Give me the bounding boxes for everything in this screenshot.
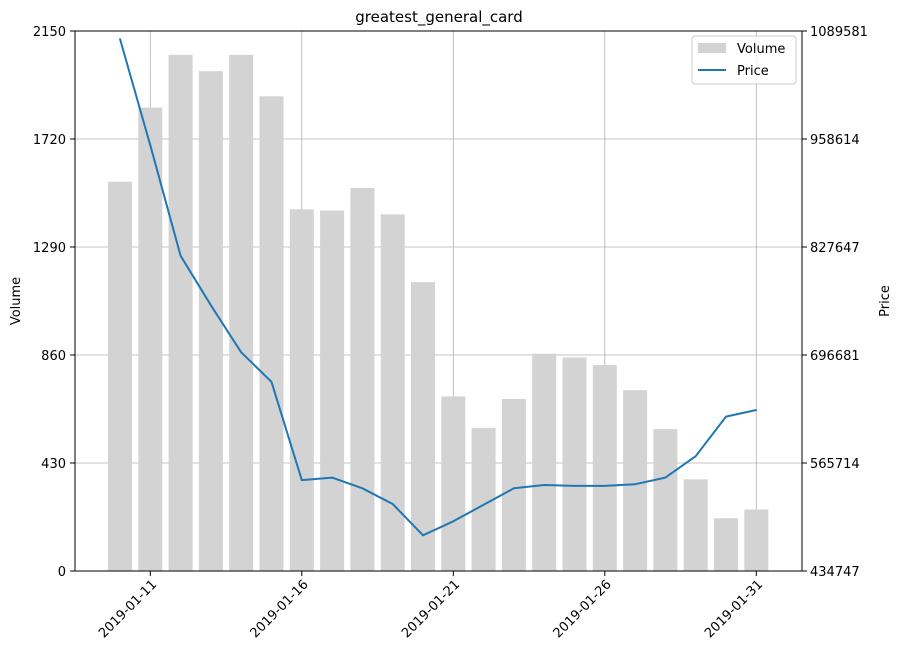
price-point: [149, 144, 152, 147]
price-line-layer: [119, 38, 758, 537]
volume-bar: [714, 518, 738, 571]
price-point: [422, 534, 424, 537]
price-point: [240, 351, 242, 354]
left-axis-title: Volume: [9, 277, 24, 325]
price-point: [573, 485, 576, 487]
volume-bar: [441, 396, 466, 571]
volume-bar: [653, 429, 678, 571]
right-axis-title: Price: [878, 285, 893, 317]
volume-bar: [320, 210, 345, 571]
volume-bar: [592, 365, 617, 571]
chart-title: greatest_general_card: [355, 8, 522, 27]
volume-bar: [623, 390, 648, 571]
right-tick-label: 434747: [810, 565, 860, 580]
price-point: [301, 479, 303, 481]
volume-bar: [229, 54, 254, 571]
volume-bar: [198, 71, 223, 572]
price-point: [664, 476, 667, 479]
price-point: [391, 503, 394, 505]
price-point: [331, 476, 333, 479]
price-point: [361, 487, 364, 490]
volume-bar: [501, 398, 526, 571]
right-tick-label: 565714: [810, 457, 860, 472]
volume-bar: [532, 353, 557, 571]
price-point: [482, 504, 485, 506]
right-tick-label: 1089581: [810, 25, 868, 40]
price-point: [210, 304, 212, 307]
volume-bar: [168, 54, 193, 571]
price-point: [694, 455, 697, 457]
left-tick-label: 1290: [33, 241, 66, 256]
price-point: [452, 520, 455, 523]
x-tick-label: 2019-01-31: [702, 577, 766, 641]
price-point: [634, 483, 636, 486]
legend-price-label: Price: [737, 64, 769, 79]
left-tick-label: 1720: [33, 133, 66, 148]
right-tick-label: 958614: [810, 133, 860, 148]
legend: Volume Price: [691, 35, 797, 85]
volume-bar: [108, 181, 132, 571]
right-axis: 434747 565714 696681 827647 958614 1089581: [802, 25, 868, 580]
volume-bar: [350, 187, 375, 571]
volume-bar: [411, 282, 435, 571]
x-tick-label: 2019-01-11: [96, 577, 160, 641]
left-tick-label: 430: [41, 457, 66, 472]
volume-bar: [259, 96, 284, 572]
x-tick-label: 2019-01-26: [551, 577, 615, 641]
volume-bars: [108, 54, 769, 572]
volume-bar: [744, 509, 769, 571]
left-tick-label: 860: [41, 349, 66, 364]
left-axis: 0 430 860 1290 1720 2150: [33, 25, 75, 580]
volume-bar: [289, 209, 314, 572]
x-tick-label: 2019-01-16: [248, 577, 312, 641]
price-point: [755, 409, 758, 411]
plot-frame: [74, 30, 803, 572]
price-line: [119, 38, 757, 537]
legend-volume-swatch: [698, 43, 726, 53]
left-tick-label: 0: [58, 565, 66, 580]
x-tick-label: 2019-01-21: [399, 577, 463, 641]
price-point: [179, 254, 182, 257]
price-point: [604, 485, 606, 487]
right-tick-label: 696681: [810, 349, 860, 364]
volume-bar: [683, 479, 708, 571]
legend-volume-label: Volume: [737, 42, 785, 57]
price-point: [513, 487, 515, 490]
price-point: [543, 484, 545, 486]
left-tick-label: 2150: [33, 25, 66, 40]
volume-bar: [380, 214, 405, 572]
x-axis: 2019-01-11 2019-01-16 2019-01-21 2019-01-26…: [96, 571, 766, 641]
volume-bar: [562, 357, 587, 571]
right-tick-label: 827647: [810, 241, 860, 256]
volume-bar: [138, 107, 163, 572]
price-point: [119, 38, 121, 40]
price-point: [725, 415, 727, 418]
price-point: [270, 381, 273, 383]
